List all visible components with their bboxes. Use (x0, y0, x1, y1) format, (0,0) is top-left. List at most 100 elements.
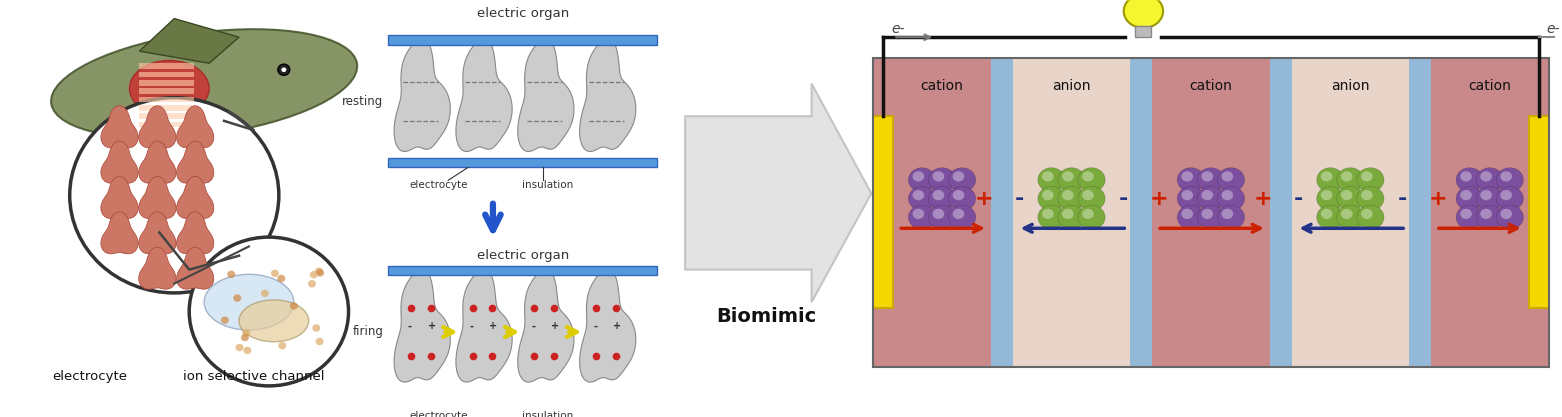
Ellipse shape (1460, 190, 1471, 200)
Text: +: + (489, 322, 497, 332)
Bar (389, 266, 658, 275)
Circle shape (241, 316, 250, 324)
Bar (1153, 58, 1270, 367)
Ellipse shape (912, 171, 925, 181)
Ellipse shape (1501, 171, 1512, 181)
Ellipse shape (1123, 0, 1164, 28)
Polygon shape (177, 176, 214, 219)
Bar (1012, 58, 1131, 367)
Polygon shape (177, 247, 214, 289)
Bar (139, 80, 194, 85)
Polygon shape (139, 212, 177, 254)
Polygon shape (139, 19, 239, 63)
Bar (1270, 58, 1292, 367)
Bar (873, 116, 893, 309)
Ellipse shape (1037, 205, 1065, 229)
Ellipse shape (1317, 168, 1343, 192)
Ellipse shape (1361, 190, 1373, 200)
Ellipse shape (1481, 171, 1492, 181)
Text: +: + (1150, 188, 1168, 208)
Polygon shape (580, 268, 636, 382)
Ellipse shape (1042, 190, 1054, 200)
Ellipse shape (52, 29, 358, 138)
Polygon shape (139, 141, 177, 183)
Text: +: + (1429, 188, 1448, 208)
Bar (139, 113, 194, 119)
Ellipse shape (1178, 186, 1204, 211)
Ellipse shape (1057, 168, 1086, 192)
Text: anion: anion (1331, 78, 1370, 93)
Circle shape (276, 349, 284, 356)
Polygon shape (517, 38, 573, 151)
Circle shape (236, 337, 244, 344)
Ellipse shape (1357, 205, 1384, 229)
Text: Biomimic: Biomimic (717, 306, 817, 326)
Ellipse shape (1340, 171, 1353, 181)
Polygon shape (139, 247, 177, 289)
Ellipse shape (1496, 168, 1523, 192)
Polygon shape (580, 38, 636, 151)
Text: cation: cation (1190, 78, 1232, 93)
Text: cation: cation (1468, 78, 1510, 93)
Ellipse shape (933, 209, 945, 219)
Text: e-: e- (892, 22, 904, 36)
Ellipse shape (1221, 171, 1232, 181)
Ellipse shape (1178, 205, 1204, 229)
Ellipse shape (1201, 190, 1214, 200)
Ellipse shape (1501, 209, 1512, 219)
Polygon shape (456, 268, 512, 382)
Ellipse shape (1456, 168, 1484, 192)
Bar (1131, 58, 1153, 367)
Ellipse shape (1496, 205, 1523, 229)
Circle shape (287, 340, 295, 347)
Circle shape (281, 68, 286, 72)
Bar (139, 72, 194, 77)
Circle shape (239, 330, 247, 338)
Ellipse shape (1460, 171, 1471, 181)
Circle shape (281, 311, 289, 319)
Ellipse shape (1062, 209, 1073, 219)
Ellipse shape (1217, 168, 1245, 192)
Text: -: - (1015, 188, 1025, 208)
Ellipse shape (1460, 209, 1471, 219)
Polygon shape (139, 106, 177, 148)
Ellipse shape (1201, 209, 1214, 219)
Ellipse shape (1078, 168, 1106, 192)
Ellipse shape (1181, 190, 1193, 200)
Ellipse shape (1357, 168, 1384, 192)
Ellipse shape (1476, 205, 1503, 229)
Ellipse shape (912, 190, 925, 200)
Bar (1136, 26, 1151, 37)
Ellipse shape (1361, 209, 1373, 219)
Ellipse shape (1481, 190, 1492, 200)
Text: ion selective channel: ion selective channel (183, 370, 325, 383)
Ellipse shape (1178, 168, 1204, 192)
Ellipse shape (1181, 171, 1193, 181)
Ellipse shape (1321, 190, 1332, 200)
Ellipse shape (1456, 186, 1484, 211)
Ellipse shape (948, 186, 976, 211)
Ellipse shape (928, 168, 956, 192)
Ellipse shape (1321, 209, 1332, 219)
Ellipse shape (1057, 205, 1086, 229)
Ellipse shape (1078, 205, 1106, 229)
Circle shape (231, 305, 239, 312)
Ellipse shape (1062, 171, 1073, 181)
Text: -: - (408, 322, 412, 332)
Ellipse shape (909, 186, 936, 211)
Polygon shape (686, 84, 872, 302)
Ellipse shape (953, 190, 964, 200)
Ellipse shape (928, 205, 956, 229)
Circle shape (228, 311, 236, 319)
Ellipse shape (1201, 171, 1214, 181)
Polygon shape (394, 268, 450, 382)
Text: -: - (470, 322, 473, 332)
Text: +: + (428, 322, 436, 332)
Circle shape (278, 64, 291, 75)
Ellipse shape (1078, 186, 1106, 211)
Bar (990, 58, 1012, 367)
Text: electrocyte: electrocyte (409, 411, 467, 417)
Text: electrocyte: electrocyte (52, 370, 127, 383)
Circle shape (216, 325, 223, 333)
Ellipse shape (1198, 186, 1225, 211)
